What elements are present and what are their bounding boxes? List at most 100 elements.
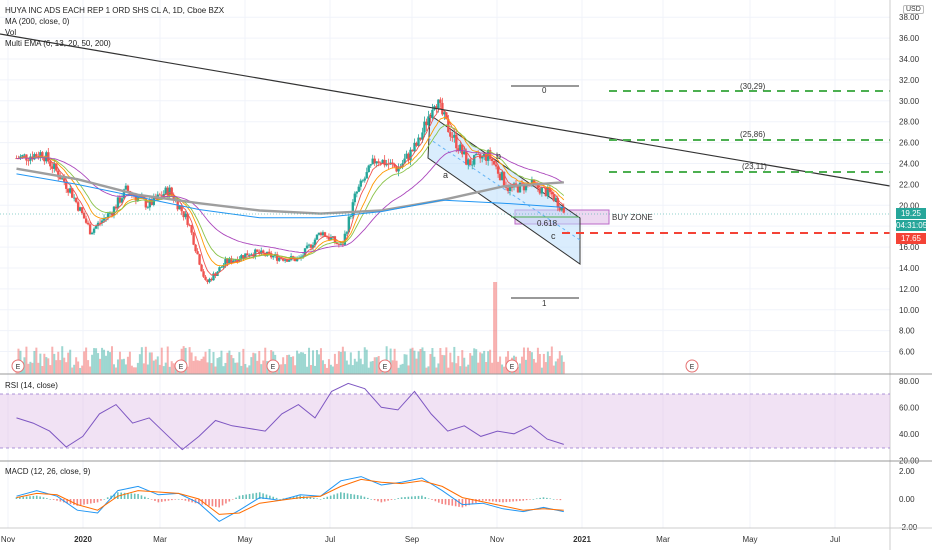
candle-body [536, 183, 540, 189]
candle-body [188, 224, 191, 226]
volume-bar [457, 355, 460, 374]
volume-bar [73, 364, 76, 374]
volume-bar [232, 358, 235, 374]
candle-body [67, 188, 70, 193]
macd-histogram-bar [417, 495, 420, 499]
macd-histogram-bar [492, 499, 494, 502]
volume-bar [226, 352, 229, 374]
volume-bar [425, 367, 428, 374]
time-axis[interactable]: Nov 2020 Mar May Jul Sep Nov 2021 Mar May Jul [1, 535, 840, 544]
rsi-pane[interactable] [0, 382, 890, 451]
candle-body [112, 206, 116, 216]
buy-zone-label: BUY ZONE [612, 213, 653, 222]
time-tick-label: Nov [1, 535, 15, 544]
volume-bar [246, 367, 249, 374]
volume-bar [325, 367, 328, 374]
volume-bar [160, 347, 163, 374]
candle-body [552, 194, 556, 201]
legend-macd[interactable]: MACD (12, 26, close, 9) [5, 467, 91, 476]
earnings-icon-label: E [383, 364, 388, 371]
macd-histogram-bar [214, 499, 217, 507]
price-tick-label: 28.00 [899, 118, 920, 127]
volume-bar [520, 356, 523, 374]
volume-bar [194, 356, 197, 374]
volume-bar [363, 347, 366, 374]
candle-body [100, 220, 104, 223]
candle-body [208, 278, 211, 283]
macd-histogram-bar [117, 492, 119, 499]
candle-body [417, 137, 420, 146]
legend-ma200[interactable]: MA (200, close, 0) [5, 17, 70, 26]
candle-body [86, 222, 90, 225]
price-tick-label: 12.00 [899, 285, 920, 294]
moving-averages [16, 107, 565, 276]
candle-body [401, 163, 404, 167]
macd-histogram [15, 492, 562, 508]
volume-bar [530, 352, 533, 374]
macd-histogram-bar [498, 499, 501, 503]
candle-body [228, 258, 231, 264]
volume-bar [212, 351, 215, 374]
legend-rsi[interactable]: RSI (14, close) [5, 381, 58, 390]
candle-body [206, 279, 209, 283]
volume-bar [236, 362, 239, 374]
volume-bar [93, 348, 96, 374]
candle-body [532, 179, 536, 183]
candle-body [266, 251, 269, 256]
volume-bar [409, 348, 412, 374]
macd-histogram-bar [329, 495, 332, 499]
volume-bar [554, 361, 557, 374]
volume-bar [331, 366, 334, 374]
macd-histogram-bar [144, 496, 146, 499]
candle-body [172, 194, 175, 201]
volume-bar [439, 348, 442, 374]
candle-body [449, 132, 452, 137]
volume-bar [182, 346, 185, 374]
volume-bar [310, 365, 313, 374]
price-tick-label: 24.00 [899, 159, 920, 168]
candle-body [323, 232, 327, 237]
volume-bar [546, 351, 549, 374]
legend-multi-ema[interactable]: Multi EMA (6, 13, 20, 50, 200) [5, 39, 111, 48]
volume-bar [365, 349, 368, 374]
volume-bar [407, 365, 410, 374]
macd-histogram-bar [360, 495, 362, 499]
currency-badge[interactable]: USD [903, 5, 924, 14]
candle-body [317, 232, 321, 235]
candle-body [516, 185, 520, 193]
legend-volume[interactable]: Vol [5, 28, 17, 37]
bar-countdown-tag: 04:31:05 [896, 220, 928, 231]
macd-histogram-bar [242, 495, 244, 499]
volume-bar [148, 352, 151, 374]
volume-bar [228, 350, 231, 374]
ma-200-line [16, 167, 564, 215]
price-axis[interactable]: 6.008.0010.0012.0014.0016.0018.0020.0022… [899, 13, 920, 532]
volume-bar [290, 356, 293, 374]
candle-body [162, 194, 165, 197]
price-pane[interactable]: 0 0.618 1 (30,29) (25,86) (23,11) BUY ZO… [0, 33, 891, 374]
macd-histogram-bar [25, 496, 28, 499]
volume-bar [188, 347, 191, 374]
volume-bar [196, 360, 199, 374]
candle-body [96, 222, 100, 226]
candle-body [160, 195, 163, 197]
candle-body [118, 197, 122, 203]
macd-histogram-bar [39, 496, 41, 499]
macd-histogram-bar [110, 495, 112, 499]
candle-body [84, 218, 88, 223]
candle-body [419, 137, 422, 140]
macd-pane[interactable] [15, 476, 564, 523]
volume-bars [15, 282, 565, 374]
candle-body [530, 179, 534, 185]
volume-bar [230, 355, 233, 374]
rsi-tick-label: 80.00 [899, 377, 920, 386]
volume-bar [399, 364, 402, 374]
volume-bar [128, 351, 131, 374]
macd-histogram-bar [174, 499, 177, 500]
fib-label-618: 0.618 [537, 219, 558, 228]
macd-histogram-bar [130, 493, 133, 499]
candle-body [315, 234, 319, 240]
macd-histogram-bar [15, 497, 18, 499]
